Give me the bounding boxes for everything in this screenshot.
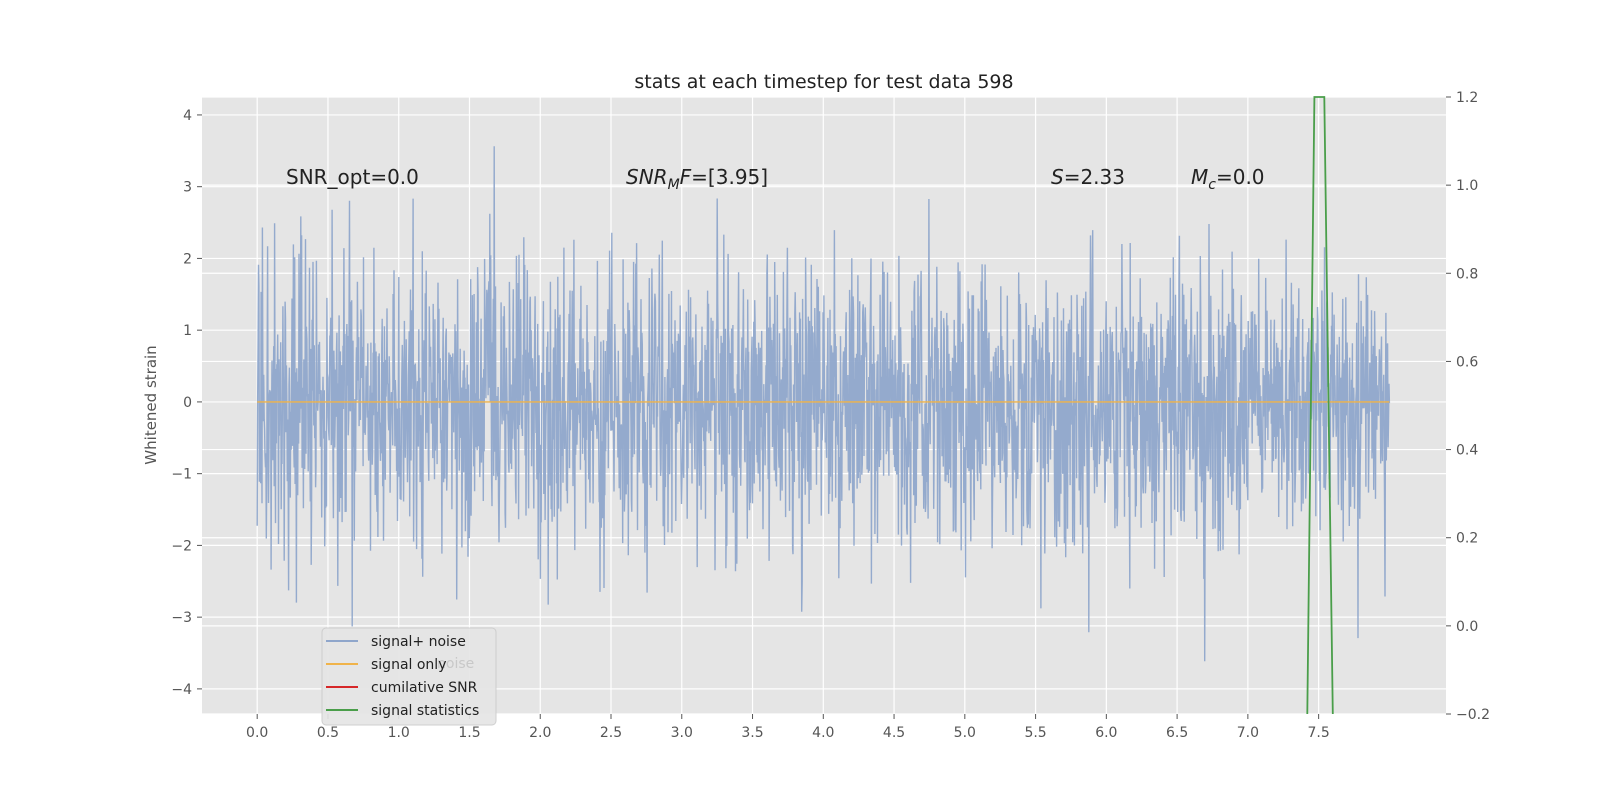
x-tick-label: 2.5	[600, 725, 622, 741]
x-tick-label: 7.5	[1307, 725, 1329, 741]
x-tick-label: 4.5	[883, 725, 905, 741]
x-tick-label: 0.0	[246, 725, 268, 741]
x-tick-label: 0.5	[317, 725, 339, 741]
y-axis-label: Whitened strain	[142, 345, 160, 464]
y-tick-label: 1	[183, 323, 192, 339]
y2-tick-label: 0.0	[1456, 619, 1478, 635]
signal-statistics-line	[1306, 96, 1334, 715]
y-tick-label: −2	[171, 538, 192, 554]
y-tick-label: −1	[171, 467, 192, 483]
annotation-snr-mf-main: SNR	[626, 165, 668, 189]
annotation-snr-mf-sub: M	[668, 177, 680, 193]
x-tick-label: 2.0	[529, 725, 551, 741]
annotation-mc-rest: =0.0	[1216, 165, 1265, 189]
y2-tick-label: 0.2	[1456, 531, 1478, 547]
signal-noise-line	[256, 146, 1391, 662]
x-tick-label: 1.5	[458, 725, 480, 741]
legend: noise signal+ noise signal only cumilati…	[321, 627, 497, 726]
y-tick-label: 4	[183, 108, 192, 124]
y-tick-label: 0	[183, 395, 192, 411]
legend-ghost-text: noise	[437, 656, 474, 672]
y2-tick-label: 0.4	[1456, 443, 1478, 459]
x-tick-label: 7.0	[1237, 725, 1259, 741]
y-tick-label: −3	[171, 610, 192, 626]
y2-tick-label: 0.6	[1456, 354, 1478, 370]
x-tick-label: 3.0	[671, 725, 693, 741]
legend-box	[321, 627, 497, 726]
y2-tick-label: 1.2	[1456, 90, 1478, 106]
legend-label-cumulative-snr: cumilative SNR	[371, 680, 478, 696]
y-tick-label: 2	[183, 251, 192, 267]
legend-label-signal-noise: signal+ noise	[371, 634, 466, 650]
annotation-mc: Mc=0.0	[1191, 165, 1265, 193]
x-tick-label: 3.5	[741, 725, 763, 741]
signal-noise-series	[256, 146, 1391, 662]
y-axis-ticks: 4 3 2 1 0 −1 −2 −3 −4	[171, 108, 202, 698]
annotation-mc-italic: M	[1191, 165, 1208, 189]
y-tick-label: 3	[183, 180, 192, 196]
annotation-s-italic: S	[1051, 165, 1064, 189]
annotation-snr-mf-f: F	[680, 165, 692, 189]
x-tick-label: 1.0	[388, 725, 410, 741]
x-axis-ticks: 0.0 0.5 1.0 1.5 2.0 2.5 3.0 3.5 4.0 4.5 5.0 5.5 6.0 6…	[246, 714, 1330, 741]
y2-axis-ticks: 1.2 1.0 0.8 0.6 0.4 0.2 0.0 −0.2	[1446, 90, 1490, 723]
chart-title: stats at each timestep for test data 598	[634, 71, 1013, 93]
annotation-mc-sub: c	[1208, 177, 1216, 193]
x-tick-label: 6.5	[1166, 725, 1188, 741]
x-tick-label: 6.0	[1095, 725, 1117, 741]
annotation-snr-mf-rest: =[3.95]	[691, 165, 768, 189]
y-tick-label: −4	[171, 682, 192, 698]
y2-tick-label: 1.0	[1456, 178, 1478, 194]
x-tick-label: 4.0	[812, 725, 834, 741]
x-tick-label: 5.0	[954, 725, 976, 741]
x-tick-label: 5.5	[1024, 725, 1046, 741]
annotation-snr-opt: SNR_opt=0.0	[286, 165, 419, 189]
y2-tick-label: −0.2	[1456, 707, 1490, 723]
annotation-s-rest: =2.33	[1064, 165, 1125, 189]
annotation-snr-mf: SNRMF=[3.95]	[626, 165, 768, 193]
legend-label-signal-statistics: signal statistics	[371, 703, 479, 719]
y2-tick-label: 0.8	[1456, 266, 1478, 282]
legend-label-signal-only: signal only	[371, 657, 446, 673]
annotation-s: S=2.33	[1051, 165, 1125, 189]
signal-statistics-series	[1306, 96, 1334, 715]
